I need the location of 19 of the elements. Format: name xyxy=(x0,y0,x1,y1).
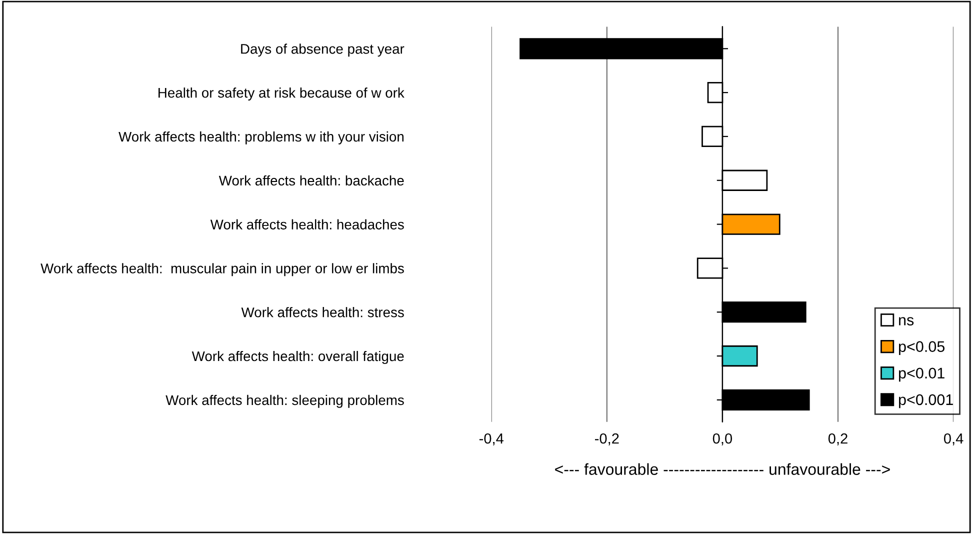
x-axis-title: <--- favourable ------------------- unfavourable ---> xyxy=(555,463,890,475)
legend-label: p<0.01 xyxy=(898,368,944,382)
y-tick-label: Work affects health: stress xyxy=(241,307,404,318)
y-tick-label: Work affects health: backache xyxy=(218,175,404,186)
y-tick-label: Work affects health: muscular pain in upper or low er limbs xyxy=(40,263,404,276)
legend-label: p<0.001 xyxy=(898,394,953,408)
y-tick-label: Work affects health: overall fatigue xyxy=(192,350,404,364)
x-tick-label: 0,2 xyxy=(828,433,848,446)
legend-label: ns xyxy=(899,317,914,326)
legend-label: p<0.05 xyxy=(898,341,945,356)
x-tick-label: -0,4 xyxy=(479,433,504,446)
y-tick-label: Work affects health: sleeping problems xyxy=(166,394,404,408)
x-tick-label: 0,4 xyxy=(944,433,964,446)
y-tick-label: Health or safety at risk because of w ork xyxy=(158,88,404,100)
y-tick-label: Days of absence past year xyxy=(241,44,404,57)
x-tick-label: -0,2 xyxy=(594,433,619,446)
x-tick-label: 0,0 xyxy=(712,433,732,446)
y-tick-label: Work affects health: problems w ith your vision xyxy=(118,131,404,144)
y-tick-label: Work affects health: headaches xyxy=(210,219,404,230)
